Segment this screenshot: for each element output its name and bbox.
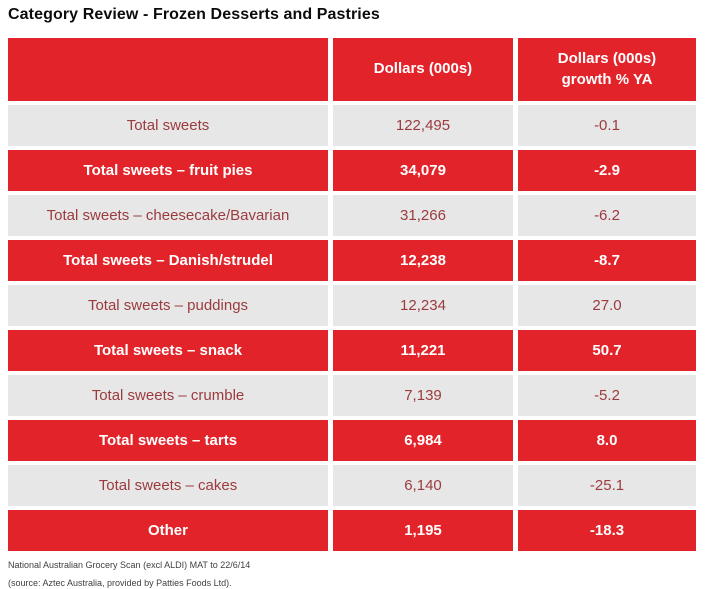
table-row: Total sweets – cheesecake/Bavarian 31,26… bbox=[8, 195, 696, 236]
header-category-cell bbox=[8, 38, 328, 101]
row-dollars-cell: 31,266 bbox=[333, 195, 513, 236]
header-growth-cell: Dollars (000s) growth % YA bbox=[518, 38, 696, 101]
row-growth-cell: -2.9 bbox=[518, 150, 696, 191]
table-body: Total sweets 122,495 -0.1 Total sweets –… bbox=[8, 105, 696, 551]
row-label-cell: Total sweets – cheesecake/Bavarian bbox=[8, 195, 328, 236]
row-dollars-cell: 6,984 bbox=[333, 420, 513, 461]
row-growth-cell: -18.3 bbox=[518, 510, 696, 551]
row-label-cell: Total sweets – puddings bbox=[8, 285, 328, 326]
row-label-cell: Total sweets – Danish/strudel bbox=[8, 240, 328, 281]
table-row: Total sweets 122,495 -0.1 bbox=[8, 105, 696, 146]
page-title: Category Review - Frozen Desserts and Pa… bbox=[8, 6, 380, 23]
category-table: Dollars (000s) Dollars (000s) growth % Y… bbox=[8, 38, 696, 555]
row-growth-cell: -6.2 bbox=[518, 195, 696, 236]
row-growth-cell: 8.0 bbox=[518, 420, 696, 461]
row-growth-cell: -25.1 bbox=[518, 465, 696, 506]
row-label-cell: Total sweets – cakes bbox=[8, 465, 328, 506]
table-row: Total sweets – crumble 7,139 -5.2 bbox=[8, 375, 696, 416]
row-growth-cell: 27.0 bbox=[518, 285, 696, 326]
row-dollars-cell: 6,140 bbox=[333, 465, 513, 506]
table-row: Other 1,195 -18.3 bbox=[8, 510, 696, 551]
row-dollars-cell: 7,139 bbox=[333, 375, 513, 416]
row-dollars-cell: 1,195 bbox=[333, 510, 513, 551]
row-dollars-cell: 11,221 bbox=[333, 330, 513, 371]
table-row: Total sweets – Danish/strudel 12,238 -8.… bbox=[8, 240, 696, 281]
table-header-row: Dollars (000s) Dollars (000s) growth % Y… bbox=[8, 38, 696, 101]
header-growth-line2: growth % YA bbox=[561, 70, 653, 88]
source-footnote: National Australian Grocery Scan (excl A… bbox=[8, 556, 250, 589]
row-growth-cell: 50.7 bbox=[518, 330, 696, 371]
row-dollars-cell: 12,238 bbox=[333, 240, 513, 281]
header-growth-line1: Dollars (000s) bbox=[557, 50, 657, 68]
row-growth-cell: -5.2 bbox=[518, 375, 696, 416]
row-dollars-cell: 12,234 bbox=[333, 285, 513, 326]
row-label-cell: Total sweets – tarts bbox=[8, 420, 328, 461]
table-row: Total sweets – snack 11,221 50.7 bbox=[8, 330, 696, 371]
footnote-line-1: National Australian Grocery Scan (excl A… bbox=[8, 560, 251, 570]
row-label-cell: Total sweets – fruit pies bbox=[8, 150, 328, 191]
table-row: Total sweets – puddings 12,234 27.0 bbox=[8, 285, 696, 326]
table-row: Total sweets – fruit pies 34,079 -2.9 bbox=[8, 150, 696, 191]
row-growth-cell: -0.1 bbox=[518, 105, 696, 146]
table-row: Total sweets – cakes 6,140 -25.1 bbox=[8, 465, 696, 506]
row-growth-cell: -8.7 bbox=[518, 240, 696, 281]
row-dollars-cell: 34,079 bbox=[333, 150, 513, 191]
header-dollars-cell: Dollars (000s) bbox=[333, 38, 513, 101]
row-label-cell: Total sweets – snack bbox=[8, 330, 328, 371]
row-label-cell: Total sweets – crumble bbox=[8, 375, 328, 416]
table-row: Total sweets – tarts 6,984 8.0 bbox=[8, 420, 696, 461]
footnote-line-2: (source: Aztec Australia, provided by Pa… bbox=[8, 578, 232, 588]
row-dollars-cell: 122,495 bbox=[333, 105, 513, 146]
row-label-cell: Total sweets bbox=[8, 105, 328, 146]
row-label-cell: Other bbox=[8, 510, 328, 551]
